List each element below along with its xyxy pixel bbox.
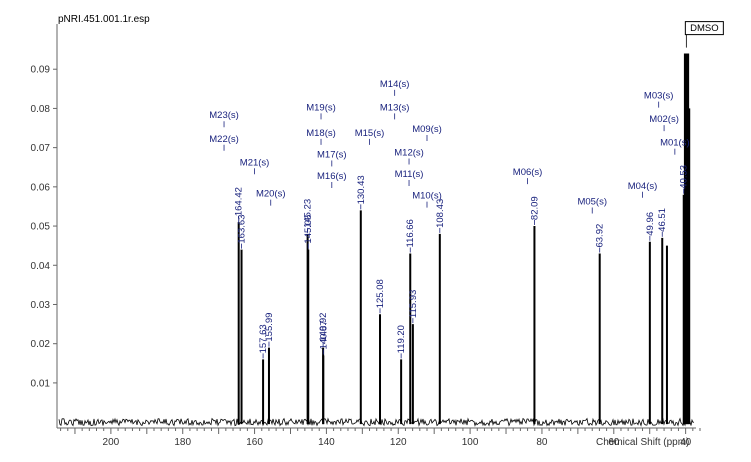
x-tick-label: 80 [536, 437, 548, 448]
dmso-box [684, 21, 724, 36]
peak-lines [237, 53, 691, 425]
peak-label: 63.92 [595, 224, 606, 248]
x-tick-label: 200 [103, 437, 120, 448]
multiplet-label: M03(s) [644, 91, 674, 102]
chart-title: pNRI.451.001.1r.esp [58, 14, 150, 25]
multiplet-label: M14(s) [380, 79, 410, 90]
multiplet-label: M19(s) [306, 102, 336, 113]
peak-label: 125.08 [375, 279, 386, 308]
peak-label: 140.87 [318, 320, 329, 349]
peak-label: 119.20 [396, 325, 407, 353]
peak-label: 116.66 [405, 219, 416, 247]
multiplet-label: M18(s) [306, 128, 336, 139]
multiplet-label: M16(s) [317, 171, 347, 182]
x-tick-label: 180 [174, 437, 191, 448]
multiplet-label: M09(s) [412, 124, 442, 135]
multiplet-label: M12(s) [394, 147, 424, 158]
y-axis: 0.01 0.02 0.03 0.04 0.05 0.06 0.07 0.08 0.09 [31, 65, 57, 389]
x-tick-label: 40 [680, 437, 692, 448]
y-tick-label: 0.03 [31, 300, 51, 311]
peak-label: 49.96 [645, 212, 656, 236]
multiplet-label: M01(s) [660, 138, 690, 149]
peak-label: 108.43 [435, 199, 446, 228]
baseline-noise [58, 417, 695, 427]
y-tick-label: 0.04 [31, 261, 51, 272]
y-tick-label: 0.01 [31, 378, 51, 389]
multiplet-label: M20(s) [256, 189, 286, 200]
multiplet-label: M13(s) [380, 102, 410, 113]
peak-label: 163.63 [237, 215, 248, 244]
multiplet-label: M10(s) [412, 191, 442, 202]
peak-label: 155.99 [264, 313, 275, 342]
peak-label: 46.51 [657, 208, 668, 232]
multiplet-label: M23(s) [209, 110, 239, 121]
y-tick-label: 0.07 [31, 143, 51, 154]
multiplet-label: M15(s) [355, 128, 385, 139]
dmso-annotation: DMSO [684, 21, 724, 48]
x-tick-label: 60 [608, 437, 620, 448]
x-axis-title: Chemical Shift (ppm) [596, 437, 689, 448]
y-tick-label: 0.09 [31, 65, 51, 76]
annotations: DMSO [684, 21, 724, 48]
peak-label: 40.53 [679, 165, 690, 189]
dmso-label: DMSO [690, 23, 719, 34]
x-tick-label: 160 [246, 437, 263, 448]
multiplet-label: M22(s) [209, 134, 239, 145]
peak-label: 164.42 [234, 187, 245, 216]
peak-label: 130.43 [356, 175, 367, 204]
multiplet-label: M06(s) [513, 167, 543, 178]
multiplet-label: M04(s) [628, 181, 658, 192]
peak-label: 145.23 [303, 199, 314, 228]
y-tick-label: 0.08 [31, 104, 51, 115]
peak-label: 115.93 [408, 290, 419, 318]
peak-label: 82.09 [529, 196, 540, 220]
x-tick-label: 140 [318, 437, 335, 448]
x-axis: 200 180 160 140 120 100 80 60 40 [60, 428, 701, 448]
peak-label: 140.92 [318, 313, 329, 342]
noise-trace [58, 417, 695, 427]
y-tick-label: 0.05 [31, 222, 51, 233]
multiplet-label: M11(s) [395, 169, 424, 180]
multiplet-label: M05(s) [577, 196, 607, 207]
peak-label: 157.63 [258, 324, 269, 353]
multiplet-labels: M23(s) M22(s) M21(s) M20(s) M19(s) M18(s) M17(… [209, 79, 690, 214]
peak-label: 145.06 [303, 215, 314, 244]
multiplet-label: M21(s) [240, 157, 270, 168]
y-tick-label: 0.02 [31, 339, 51, 350]
x-tick-label: 100 [462, 437, 479, 448]
multiplet-label: M02(s) [649, 114, 679, 125]
multiplet-label: M17(s) [317, 149, 347, 160]
y-tick-label: 0.06 [31, 182, 51, 193]
x-tick-label: 120 [390, 437, 407, 448]
